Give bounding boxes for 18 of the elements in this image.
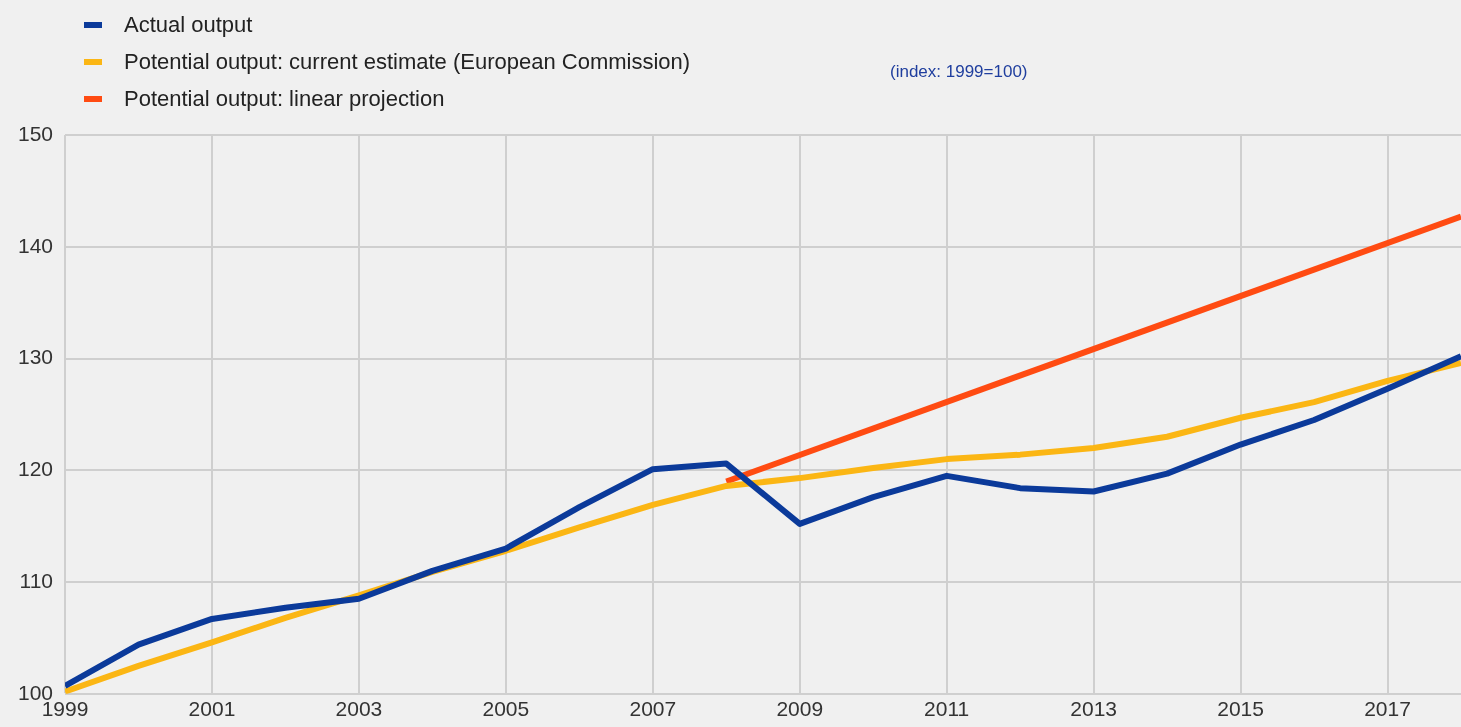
x-tick-label: 2007 [629,697,677,721]
legend-label: Potential output: current estimate (European Commission) [124,48,691,75]
legend-label: Actual output [124,11,253,38]
x-tick-label: 2015 [1217,697,1264,721]
y-tick-label: 130 [17,345,54,369]
x-tick-label: 2009 [776,697,824,721]
x-tick-label: 2005 [482,697,530,721]
x-tick-label: 2001 [188,697,236,721]
y-tick-label: 120 [17,457,54,481]
x-tick-label: 2003 [335,697,383,721]
x-tick-label: 2017 [1364,697,1411,721]
y-tick-label: 110 [19,568,54,592]
y-tick-label: 140 [17,233,54,257]
x-tick-label: 2011 [924,697,970,721]
text: (index: 1999=100) [890,62,1028,82]
y-tick-label: 150 [17,121,54,145]
legend-label: Potential output: linear projection [124,85,445,112]
x-tick-label: 2013 [1070,697,1117,721]
